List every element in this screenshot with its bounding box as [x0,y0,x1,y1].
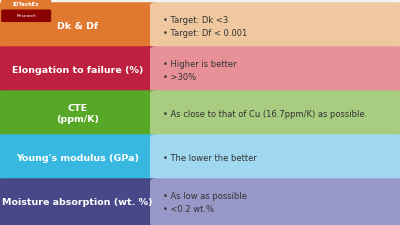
Text: Elongation to failure (%): Elongation to failure (%) [12,66,143,75]
Text: • The lower the better: • The lower the better [163,154,257,163]
Text: Young's modulus (GPa): Young's modulus (GPa) [16,154,139,163]
Text: • Target: Dk <3: • Target: Dk <3 [163,16,228,25]
FancyBboxPatch shape [0,134,158,182]
Text: • As close to that of Cu (16.7ppm/K) as possible.: • As close to that of Cu (16.7ppm/K) as … [163,110,368,119]
Text: Research: Research [16,14,36,18]
Text: • Target: Df < 0.001: • Target: Df < 0.001 [163,29,248,38]
Text: Moisture absorption (wt. %): Moisture absorption (wt. %) [2,198,153,207]
Text: • <0.2 wt.%: • <0.2 wt.% [163,205,214,214]
FancyBboxPatch shape [0,46,158,94]
FancyBboxPatch shape [150,90,400,138]
Text: • As low as possible: • As low as possible [163,192,247,201]
FancyBboxPatch shape [150,46,400,94]
FancyBboxPatch shape [1,0,51,12]
FancyBboxPatch shape [1,9,51,22]
Text: • Higher is better: • Higher is better [163,60,237,69]
Text: • >30%: • >30% [163,73,196,82]
Text: Dk & Df: Dk & Df [57,22,98,31]
FancyBboxPatch shape [0,2,158,50]
FancyBboxPatch shape [150,134,400,182]
FancyBboxPatch shape [0,178,158,225]
FancyBboxPatch shape [150,2,400,50]
Text: IDTechEx: IDTechEx [13,2,40,7]
Text: CTE
(ppm/K): CTE (ppm/K) [56,104,99,124]
FancyBboxPatch shape [0,90,158,138]
FancyBboxPatch shape [150,178,400,225]
